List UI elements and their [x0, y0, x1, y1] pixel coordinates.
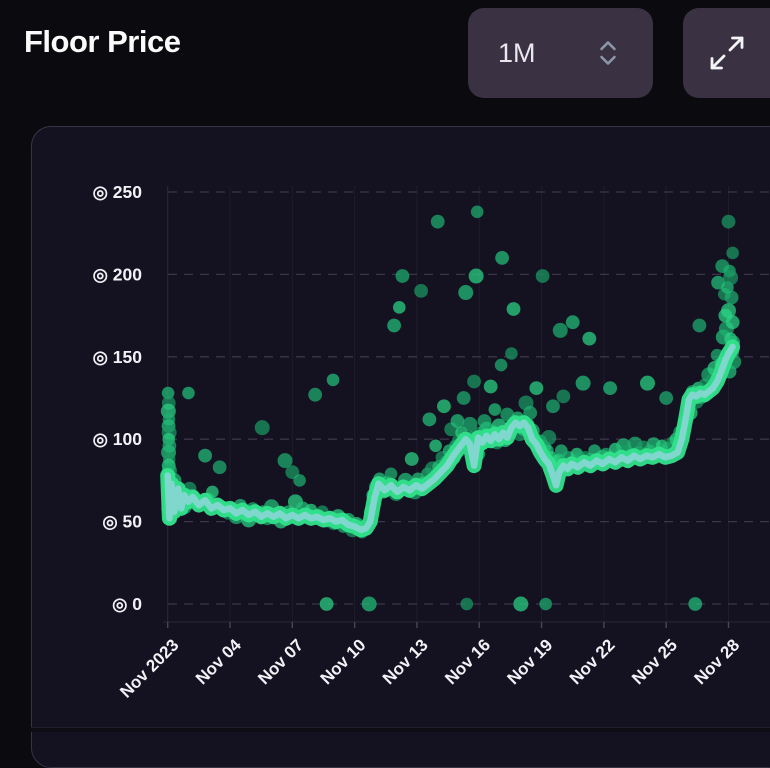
- timeframe-select[interactable]: 1M: [468, 8, 653, 98]
- scatter-point: [430, 214, 445, 229]
- scatter-point: [404, 452, 419, 466]
- x-axis-label: Nov 13: [379, 635, 432, 688]
- scatter-point: [582, 331, 597, 346]
- scatter-point: [505, 347, 518, 360]
- scatter-point: [603, 381, 618, 396]
- scatter-point: [513, 596, 529, 612]
- scatter-point: [495, 251, 509, 265]
- scatter-point: [414, 283, 428, 298]
- scatter-point: [198, 448, 212, 463]
- scatter-point: [723, 270, 739, 286]
- scatter-point: [308, 387, 323, 402]
- scatter-point: [725, 315, 740, 330]
- floor-line: [164, 343, 736, 534]
- scatter-point: [460, 597, 474, 611]
- scatter-point: [565, 315, 580, 330]
- scatter-point: [277, 453, 293, 469]
- scatter-point: [361, 596, 377, 612]
- scatter-point: [437, 399, 451, 414]
- scatter-point: [546, 399, 560, 414]
- x-axis-label: Nov 10: [317, 635, 370, 688]
- y-axis-label: ◎ 250: [93, 182, 143, 202]
- scatter-point: [384, 467, 398, 481]
- x-axis-label: Nov 2023: [116, 635, 182, 701]
- scatter-point: [639, 375, 655, 391]
- x-axis-label: Nov 22: [566, 635, 619, 688]
- scatter-point: [692, 318, 707, 333]
- scatter-point: [392, 301, 406, 314]
- scatter-point: [468, 268, 484, 284]
- scatter-point: [720, 303, 736, 319]
- scatter-point: [182, 386, 195, 400]
- chevron-updown-icon: [597, 38, 619, 68]
- scatter-point: [535, 269, 550, 283]
- timeframe-value: 1M: [498, 37, 536, 68]
- scatter-point: [488, 403, 502, 416]
- scatter-point: [326, 373, 340, 387]
- scatter-point: [506, 302, 521, 316]
- scatter-point: [387, 318, 401, 333]
- scatter-point: [556, 389, 571, 404]
- scatter-point: [494, 358, 508, 372]
- scatter-point: [456, 391, 471, 405]
- y-axis-label: ◎ 50: [102, 512, 142, 532]
- scatter-point: [467, 374, 481, 389]
- scatter-point: [529, 381, 544, 396]
- scatter-point: [552, 322, 568, 338]
- scatter-point: [688, 597, 703, 611]
- y-axis-label: ◎ 0: [112, 594, 142, 614]
- x-axis-label: Nov 04: [192, 635, 245, 688]
- scatter-point: [470, 205, 484, 219]
- scatter-point: [726, 246, 739, 260]
- scatter-point: [659, 391, 674, 405]
- x-axis-label: Nov 16: [441, 635, 494, 688]
- scatter-point: [450, 414, 465, 428]
- floor-price-widget: Floor Price 1M ◎ 0 ◎ 50 ◎ 100 ◎ 150 ◎ 200 ◎ 2…: [24, 8, 770, 768]
- expand-button[interactable]: [683, 8, 770, 98]
- scatter-point: [539, 597, 553, 611]
- y-axis-label: ◎ 150: [93, 347, 143, 367]
- scatter-point: [395, 269, 410, 283]
- page-title: Floor Price: [24, 24, 181, 59]
- scatter-point: [483, 379, 498, 394]
- x-axis-label: Nov 28: [690, 635, 743, 688]
- expand-icon: [705, 31, 749, 75]
- y-axis-label: ◎ 200: [93, 264, 143, 284]
- y-axis-label: ◎ 100: [93, 429, 143, 449]
- scatter-point: [724, 290, 739, 305]
- scatter-point: [212, 460, 227, 475]
- scatter-point: [422, 412, 437, 427]
- scatter-point: [161, 386, 175, 400]
- section-divider: [31, 727, 770, 732]
- x-axis-label: Nov 25: [628, 635, 681, 688]
- x-axis-label: Nov 19: [504, 635, 557, 688]
- scatter-point: [319, 597, 334, 611]
- scatter-point: [462, 416, 478, 432]
- scatter-point: [721, 214, 736, 229]
- x-axis-label: Nov 07: [254, 635, 307, 688]
- scatter-point: [429, 439, 442, 453]
- scatter-point: [293, 474, 306, 487]
- scatter-point: [254, 420, 270, 436]
- scatter-point: [541, 430, 557, 446]
- scatter-point: [458, 285, 474, 301]
- scatter-point: [575, 375, 591, 391]
